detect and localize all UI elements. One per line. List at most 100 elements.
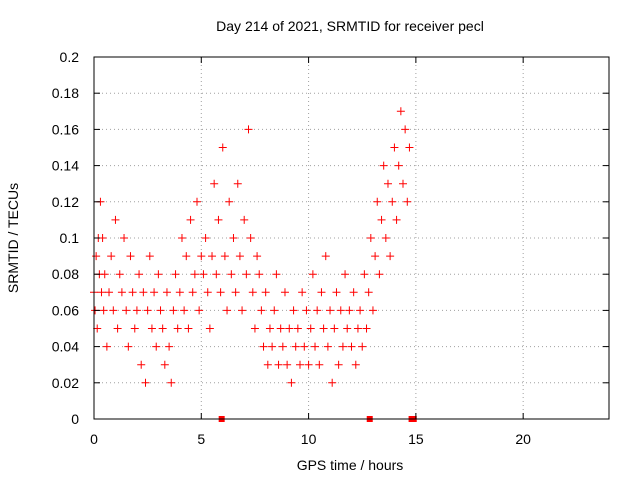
data-point: [270, 306, 279, 315]
data-point: [115, 270, 124, 279]
data-point: [145, 252, 154, 261]
data-point: [334, 360, 343, 369]
data-point: [160, 360, 169, 369]
data-point: [373, 197, 382, 206]
data-point: [156, 306, 165, 315]
data-point: [173, 324, 182, 333]
data-point: [308, 270, 317, 279]
data-point: [321, 252, 330, 261]
data-point: [248, 288, 257, 297]
data-point: [220, 252, 229, 261]
data-point: [381, 234, 390, 242]
data-point: [388, 197, 397, 206]
data-point: [392, 215, 401, 224]
data-point: [235, 252, 244, 261]
data-point: [366, 234, 375, 242]
data-point: [150, 288, 159, 297]
data-point: [347, 342, 356, 351]
data-point: [190, 270, 199, 279]
y-axis: 0 0.02 0.04 0.06 0.08 0.1 0.12 0.14 0.16 0.18 0.2: [52, 49, 609, 427]
data-point: [227, 270, 236, 279]
data-point: [201, 234, 210, 242]
data-point: [124, 342, 133, 351]
x-tick-label: 0: [90, 431, 98, 447]
data-point: [362, 324, 371, 333]
data-point: [285, 324, 294, 333]
data-point: [152, 342, 161, 351]
data-point: [199, 270, 208, 279]
x-tick-label: 10: [301, 431, 317, 447]
data-point: [122, 306, 131, 315]
data-point: [169, 306, 178, 315]
data-point: [184, 324, 193, 333]
data-point: [92, 252, 101, 261]
data-point: [126, 252, 135, 261]
data-point: [93, 324, 102, 333]
data-point: [356, 306, 365, 315]
data-point: [272, 270, 281, 279]
data-point: [102, 342, 111, 351]
data-point: [97, 288, 106, 297]
data-point: [283, 360, 292, 369]
data-point: [167, 378, 176, 387]
data-point: [379, 161, 388, 170]
data-point: [238, 306, 247, 315]
data-point: [195, 306, 204, 315]
data-point: [109, 306, 118, 315]
data-point: [368, 306, 377, 315]
data-point: [154, 270, 163, 279]
data-point: [386, 252, 395, 261]
data-point: [280, 288, 289, 297]
data-point: [332, 288, 341, 297]
data-point: [175, 288, 184, 297]
data-point: [377, 215, 386, 224]
data-point: [265, 324, 274, 333]
x-tick-label: 15: [408, 431, 424, 447]
data-point: [158, 324, 167, 333]
data-point: [293, 324, 302, 333]
data-point: [193, 197, 201, 206]
data-point: [319, 324, 328, 333]
data-point: [128, 288, 137, 297]
data-point: [263, 360, 272, 369]
data-point: [394, 161, 403, 170]
data-point: [401, 125, 410, 134]
data-point: [250, 324, 259, 333]
y-axis-label: SRMTID / TECUs: [5, 183, 21, 293]
data-point: [107, 252, 116, 261]
y-tick-label: 0.16: [52, 121, 79, 137]
x-axis: 0 5 10 15 20: [90, 57, 531, 447]
data-point: [210, 179, 219, 188]
y-tick-label: 0: [71, 411, 79, 427]
x-tick-label: 20: [515, 431, 531, 447]
data-point: [143, 306, 152, 315]
data-point: [304, 360, 313, 369]
data-point: [188, 288, 197, 297]
data-point: [345, 306, 354, 315]
chart-title: Day 214 of 2021, SRMTID for receiver pec…: [216, 18, 484, 34]
data-point: [399, 179, 407, 188]
data-point: [113, 324, 122, 333]
data-point: [165, 342, 174, 351]
y-tick-label: 0.14: [52, 158, 79, 174]
data-point: [317, 288, 326, 297]
data-point: [390, 143, 399, 152]
data-point: [233, 179, 242, 188]
data-point: [212, 270, 221, 279]
data-point: [341, 270, 350, 279]
data-point: [242, 270, 251, 279]
data-point: [311, 342, 320, 351]
data-point: [208, 252, 217, 261]
data-point: [403, 197, 412, 206]
data-point: [330, 324, 339, 333]
data-point: [315, 360, 324, 369]
data-point: [328, 378, 337, 387]
data-point: [120, 234, 129, 242]
data-point: [358, 342, 367, 351]
data-point: [240, 215, 249, 224]
plot-frame: [93, 56, 610, 420]
data-point: [147, 324, 156, 333]
data-point: [225, 197, 234, 206]
y-tick-label: 0.08: [52, 266, 79, 282]
